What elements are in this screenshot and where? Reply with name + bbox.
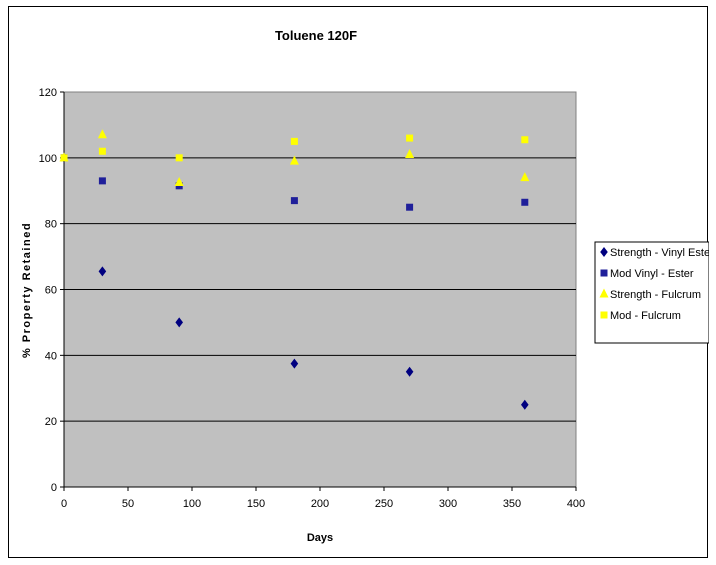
data-point <box>405 149 415 159</box>
y-tick-label: 60 <box>45 285 57 297</box>
legend-box <box>594 241 709 344</box>
data-point <box>290 137 298 145</box>
y-axis-title: % Property Retained <box>21 222 33 358</box>
x-tick-label: 0 <box>61 498 67 510</box>
legend-marker <box>600 269 608 277</box>
y-tick-label: 0 <box>51 482 57 494</box>
data-point <box>521 136 529 144</box>
y-tick-label: 20 <box>45 416 57 428</box>
legend-label: Strength - Vinyl Ester <box>610 247 709 259</box>
x-tick-label: 350 <box>503 498 521 510</box>
data-point <box>521 198 529 206</box>
legend-label: Strength - Fulcrum <box>610 289 701 301</box>
y-tick-label: 80 <box>45 219 57 231</box>
x-tick-label: 150 <box>247 498 265 510</box>
x-tick-label: 400 <box>567 498 585 510</box>
x-tick-label: 100 <box>183 498 201 510</box>
chart-title: Toluene 120F <box>275 28 357 43</box>
data-point <box>60 154 68 162</box>
y-tick-label: 100 <box>39 153 57 165</box>
y-tick-label: 120 <box>39 87 57 99</box>
x-tick-label: 200 <box>311 498 329 510</box>
data-point <box>406 134 414 142</box>
data-point <box>290 197 298 205</box>
scatter-chart: Toluene 120F 0 20 40 60 80 100 120 0 50 100 150 200… <box>21 28 709 544</box>
data-point <box>175 317 183 328</box>
tick-labels: 0 20 40 60 80 100 120 0 50 100 150 200 250 300 350 400 <box>39 87 586 510</box>
data-point <box>289 155 299 165</box>
data-point <box>97 129 107 139</box>
series-mod-fulcrum <box>60 134 529 162</box>
grid-lines <box>64 157 576 422</box>
data-point <box>406 203 414 211</box>
data-point <box>98 147 106 155</box>
x-axis-title: Days <box>307 532 333 544</box>
legend-marker <box>600 247 608 257</box>
legend-marker <box>599 288 609 298</box>
data-point <box>175 154 183 162</box>
data-point <box>174 177 184 187</box>
data-point <box>98 177 106 185</box>
x-tick-label: 250 <box>375 498 393 510</box>
legend: Strength - Vinyl Ester Mod Vinyl - Ester S… <box>594 241 709 344</box>
x-tick-label: 50 <box>122 498 134 510</box>
data-point <box>290 358 299 369</box>
legend-label: Mod Vinyl - Ester <box>610 268 694 280</box>
legend-label: Mod - Fulcrum <box>610 310 681 322</box>
data-point <box>520 172 530 182</box>
legend-marker <box>600 311 608 319</box>
x-tick-label: 300 <box>439 498 457 510</box>
data-points <box>59 129 530 410</box>
chart-frame: Toluene 120F 0 20 40 60 80 100 120 0 50 100 150 200… <box>8 6 709 558</box>
data-point <box>405 366 414 377</box>
y-tick-label: 40 <box>45 350 57 362</box>
data-point <box>98 266 107 277</box>
data-point <box>521 399 529 410</box>
